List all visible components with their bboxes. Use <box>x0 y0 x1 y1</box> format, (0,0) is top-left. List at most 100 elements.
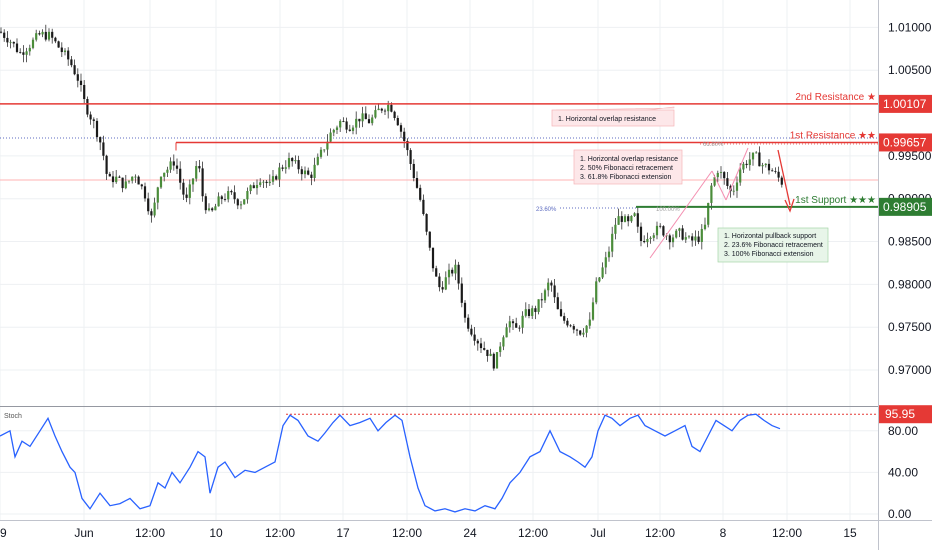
candle-body <box>687 236 691 238</box>
candle-body <box>623 216 627 222</box>
candle-body <box>569 325 572 327</box>
candle-body <box>527 309 531 316</box>
candle-body <box>105 155 108 174</box>
candle-body <box>601 267 604 278</box>
candle-body <box>175 165 179 169</box>
candle-body <box>755 152 758 154</box>
time-tick-label: 29 <box>0 526 7 540</box>
candle-body <box>89 114 92 120</box>
candle-body <box>614 224 617 234</box>
candle-body <box>63 50 67 53</box>
candle-body <box>543 290 547 301</box>
candle-body <box>636 213 639 227</box>
candle-body <box>259 182 262 185</box>
candle-body <box>633 213 636 216</box>
stochastic-level-tag-text: 95.95 <box>885 407 915 421</box>
level-price-tag <box>879 197 932 216</box>
candle-body <box>502 337 505 347</box>
stochastic-line <box>0 413 781 513</box>
candle-body <box>15 43 19 52</box>
candle-body <box>220 196 223 200</box>
candle-body <box>675 230 678 238</box>
candle-body <box>403 131 406 142</box>
price-tick-label: 1.01000 <box>888 20 932 34</box>
time-tick-label: 17 <box>336 526 350 540</box>
time-tick-label: 12:00 <box>265 526 295 540</box>
candle-body <box>131 176 134 181</box>
candle-body <box>166 169 169 173</box>
candle-body <box>617 216 620 225</box>
stochastic-tick-label: 80.00 <box>888 424 918 438</box>
level-price-tag <box>879 133 932 152</box>
price-tick-label: 0.99500 <box>888 149 932 163</box>
candle-body <box>655 225 659 236</box>
candle-body <box>671 237 675 243</box>
candle-body <box>563 316 566 321</box>
candle-body <box>294 160 297 162</box>
candle-body <box>665 235 668 237</box>
candle-body <box>556 297 559 310</box>
note-2nd-resistance: 1. Horizontal overlap resistance <box>551 106 675 127</box>
time-tick-label: 8 <box>720 526 727 540</box>
candle-body <box>550 282 553 286</box>
candle-body <box>342 121 345 122</box>
candle-body <box>169 161 172 170</box>
level-price-tag <box>879 94 932 113</box>
candle-body <box>524 309 527 316</box>
candle-body <box>124 181 127 189</box>
time-tick-label: 12:00 <box>772 526 802 540</box>
candle-body <box>591 302 595 320</box>
stochastic-pane[interactable]: Stoch <box>0 413 878 515</box>
candle-body <box>473 334 476 341</box>
time-axis[interactable]: 29 Jun 12:00 10 12:00 17 12:00 24 12:00 Jul 12:00 8… <box>0 526 857 540</box>
fib-extension-line-2 <box>711 170 727 201</box>
candle-body <box>505 327 508 338</box>
candle-body <box>355 118 358 128</box>
candle-body <box>435 268 438 277</box>
candle-body <box>358 118 361 122</box>
candle-body <box>163 172 166 177</box>
candle-body <box>121 177 124 189</box>
candle-body <box>6 37 9 43</box>
candle-body <box>377 108 380 111</box>
candle-body <box>243 199 246 205</box>
candle-body <box>60 47 63 53</box>
candle-body <box>156 187 159 203</box>
candle-body <box>412 163 415 178</box>
candle-body <box>323 149 326 151</box>
candle-body <box>79 80 83 86</box>
candle-body <box>303 170 307 175</box>
candle-body <box>460 283 463 303</box>
candle-body <box>367 119 371 124</box>
price-tick-label: 0.98500 <box>888 235 932 249</box>
price-pane[interactable]: 2nd Resistance ★ 1st Resistance ★★ 1st Sup… <box>0 0 878 520</box>
candle-body <box>83 85 86 100</box>
candle-body <box>422 199 425 215</box>
candle-body <box>345 121 348 130</box>
time-tick-label: 12:00 <box>518 526 548 540</box>
candle-body <box>284 167 287 169</box>
candle-body <box>521 315 524 328</box>
candle-body <box>57 41 60 48</box>
candle-body <box>67 50 70 60</box>
stochastic-axis[interactable]: 80.00 40.00 0.00 95.95 <box>879 405 932 521</box>
price-axis[interactable]: 1.010001.005000.995000.990000.985000.980… <box>879 20 932 377</box>
candle-body <box>371 117 374 124</box>
candle-body <box>604 257 607 268</box>
candle-body <box>38 33 41 35</box>
candle-body <box>252 185 255 189</box>
candle-body <box>99 137 102 143</box>
time-tick-label: 12:00 <box>135 526 165 540</box>
candle-body <box>582 332 585 335</box>
candle-body <box>639 226 643 241</box>
candle-body <box>409 150 412 164</box>
candle-body <box>707 202 710 225</box>
candle-body <box>137 176 140 185</box>
candle-body <box>275 176 278 180</box>
time-tick-label: 12:00 <box>645 526 675 540</box>
candle-body <box>643 240 646 243</box>
level-label: 1st Support ★★★ <box>795 195 876 206</box>
candle-body <box>35 33 38 40</box>
